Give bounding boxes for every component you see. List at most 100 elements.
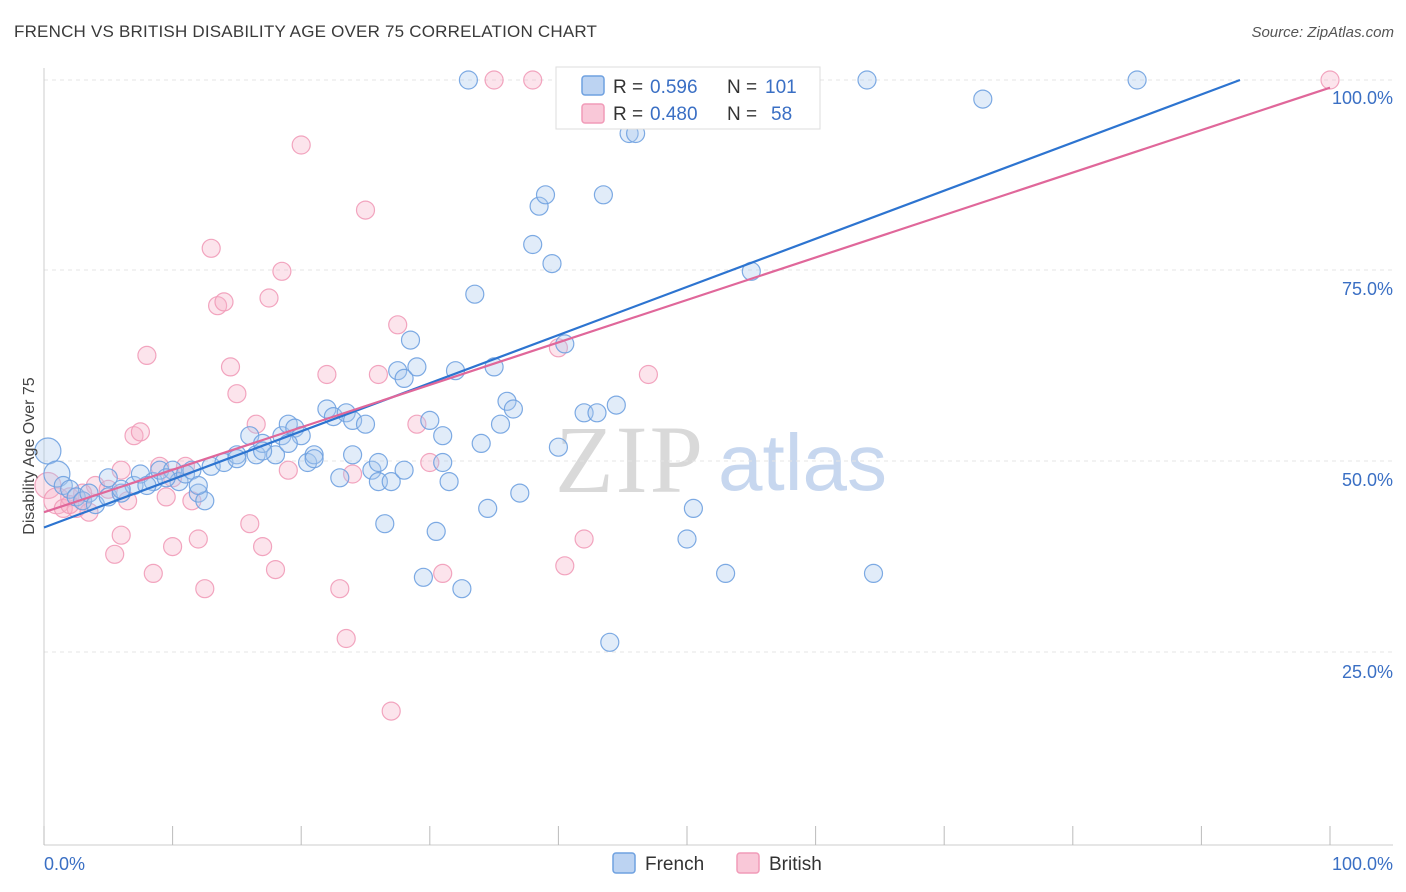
legend-french-label: French xyxy=(645,854,704,875)
x-tick-label-min: 0.0% xyxy=(44,854,85,874)
french-point xyxy=(343,445,363,465)
british-point xyxy=(195,579,215,599)
french-point xyxy=(857,70,877,90)
french-r-value: 0.596 xyxy=(650,77,698,98)
british-point xyxy=(388,315,408,335)
british-point xyxy=(381,701,401,721)
french-point xyxy=(587,403,607,423)
british-points xyxy=(34,70,1340,721)
british-point xyxy=(278,460,298,480)
french-point xyxy=(43,460,71,488)
french-point xyxy=(465,284,485,304)
french-points xyxy=(34,70,1147,652)
british-point xyxy=(188,529,208,549)
british-legend-swatch xyxy=(581,103,605,124)
french-point xyxy=(98,468,118,488)
y-tick-label: 100.0% xyxy=(1332,88,1393,108)
british-r-label: R = xyxy=(613,104,643,125)
french-point xyxy=(523,234,543,255)
french-point xyxy=(362,460,382,480)
watermark-zip: ZIP xyxy=(555,406,705,513)
legend-french-swatch xyxy=(612,852,636,874)
french-point xyxy=(381,472,401,492)
british-point xyxy=(272,261,292,281)
french-point xyxy=(433,452,453,473)
french-legend-swatch xyxy=(581,75,605,96)
french-point xyxy=(368,452,388,473)
british-point xyxy=(214,292,234,312)
british-point xyxy=(201,238,221,258)
french-point xyxy=(169,472,189,492)
french-point xyxy=(439,472,459,492)
british-point xyxy=(291,135,311,155)
french-point xyxy=(683,498,704,518)
french-point xyxy=(548,437,569,457)
british-point xyxy=(246,414,266,434)
french-point xyxy=(188,475,208,496)
source-label: Source: ZipAtlas.com xyxy=(1251,24,1394,41)
british-point xyxy=(355,200,376,220)
french-point xyxy=(973,89,993,109)
french-point xyxy=(503,399,524,419)
y-axis-label: Disability Age Over 75 xyxy=(21,377,38,535)
french-point xyxy=(1127,70,1147,90)
y-tick-label: 25.0% xyxy=(1342,662,1393,682)
french-point xyxy=(433,426,453,446)
british-point xyxy=(523,70,543,90)
french-point xyxy=(355,414,376,434)
french-point xyxy=(407,357,427,377)
french-point xyxy=(72,491,93,511)
x-tick-label-max: 100.0% xyxy=(1332,854,1393,874)
french-point xyxy=(188,483,208,503)
french-trendline xyxy=(43,78,1241,529)
french-point xyxy=(420,410,440,430)
british-point xyxy=(330,579,350,599)
british-point xyxy=(1320,70,1340,90)
british-point xyxy=(137,345,157,365)
british-r-value: 0.480 xyxy=(650,104,698,125)
british-point xyxy=(265,559,286,580)
british-point xyxy=(143,563,163,584)
british-point xyxy=(574,529,594,549)
british-point xyxy=(484,70,504,90)
french-point xyxy=(394,368,414,388)
french-point xyxy=(330,468,350,488)
british-point xyxy=(105,544,125,564)
french-point xyxy=(677,529,697,549)
french-point xyxy=(34,437,62,465)
french-point xyxy=(471,433,491,453)
french-point xyxy=(593,185,614,205)
french-r-label: R = xyxy=(613,77,643,98)
british-point xyxy=(259,288,279,308)
british-point xyxy=(555,556,575,576)
french-point xyxy=(715,563,736,584)
french-point xyxy=(542,254,562,274)
trendlines xyxy=(43,78,1331,529)
french-point xyxy=(400,330,421,350)
french-point xyxy=(478,498,498,518)
french-point xyxy=(304,449,324,469)
british-point xyxy=(638,364,659,385)
french-point xyxy=(497,391,517,411)
legend-british-label: British xyxy=(769,854,822,875)
french-point xyxy=(458,70,478,90)
british-point xyxy=(317,364,337,385)
french-point xyxy=(375,514,395,534)
french-point xyxy=(490,414,511,434)
french-point xyxy=(863,563,884,584)
french-point xyxy=(535,185,556,205)
british-point xyxy=(163,536,183,557)
y-tick-label: 75.0% xyxy=(1342,279,1393,299)
french-n-value: 101 xyxy=(765,77,797,98)
french-n-label: N = xyxy=(727,77,757,98)
british-point xyxy=(253,536,273,557)
french-point xyxy=(413,567,433,587)
series-legend: French British xyxy=(612,852,822,875)
british-point xyxy=(130,422,150,442)
french-point xyxy=(426,521,446,542)
british-point xyxy=(156,487,176,507)
french-point xyxy=(79,483,99,503)
french-point xyxy=(529,196,549,216)
y-tick-label: 50.0% xyxy=(1342,470,1393,490)
